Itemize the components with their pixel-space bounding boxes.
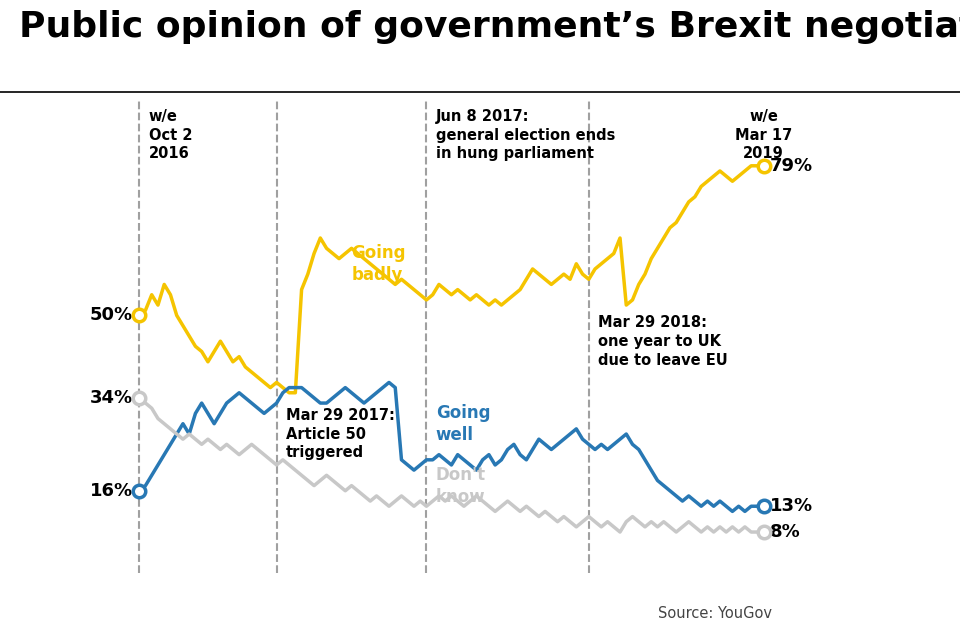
Text: Source: YouGov: Source: YouGov xyxy=(658,606,772,621)
Text: 50%: 50% xyxy=(90,306,133,324)
Text: Public opinion of government’s Brexit negotiations: Public opinion of government’s Brexit ne… xyxy=(19,10,960,43)
Text: Mar 29 2017:
Article 50
triggered: Mar 29 2017: Article 50 triggered xyxy=(286,408,395,461)
Text: PA: PA xyxy=(862,589,905,618)
Text: w/e
Oct 2
2016: w/e Oct 2 2016 xyxy=(149,109,192,161)
Text: Going
well: Going well xyxy=(436,404,491,444)
Text: Don't
know: Don't know xyxy=(436,466,486,506)
Text: 13%: 13% xyxy=(770,497,813,515)
Text: Jun 8 2017:
general election ends
in hung parliament: Jun 8 2017: general election ends in hun… xyxy=(436,109,615,161)
Text: 8%: 8% xyxy=(770,523,801,541)
Text: 79%: 79% xyxy=(770,157,813,175)
Text: Mar 29 2018:
one year to UK
due to leave EU: Mar 29 2018: one year to UK due to leave… xyxy=(598,315,728,368)
Text: 16%: 16% xyxy=(90,482,133,500)
Text: w/e
Mar 17
2019: w/e Mar 17 2019 xyxy=(735,109,792,161)
Text: Going
badly: Going badly xyxy=(351,244,406,284)
Text: 34%: 34% xyxy=(90,389,133,407)
